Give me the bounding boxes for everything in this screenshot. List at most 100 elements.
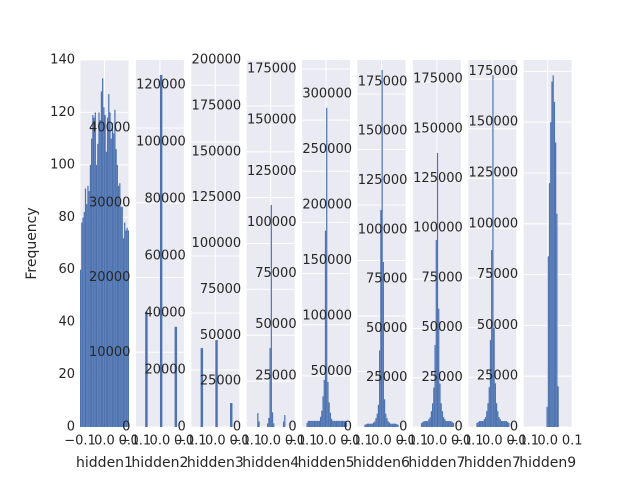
x-axis-label: hidden6 [353,455,410,471]
histogram-bar [364,424,366,427]
histogram-bar [432,403,434,427]
histogram-bar [124,222,126,427]
histogram-bar [438,308,440,427]
x-tick-label: 0.1 [174,434,195,449]
histogram-bar [317,420,319,427]
histogram-bar [390,423,392,427]
histogram-bar [257,413,259,427]
histogram-bar [200,348,204,427]
histogram-bar [307,420,309,427]
histogram-bar [424,421,426,427]
y-tick-label: 100000 [358,222,408,237]
histogram-bar [117,185,120,427]
y-tick-label: 80000 [144,192,185,207]
histogram-bar [446,421,448,427]
histogram-bar [86,204,88,427]
histogram-bar [478,421,481,427]
histogram-bar [495,403,498,427]
histogram-bar [392,423,394,427]
y-tick-label: 175000 [247,62,297,77]
histogram-bar [498,417,500,427]
histogram-bar [94,112,96,427]
y-tick-label: 175000 [469,64,519,79]
y-tick-label: 150000 [247,113,297,128]
histogram-bar [84,188,87,427]
histogram-bar [323,379,325,427]
histogram-bar [337,420,339,427]
histogram-bar [481,421,483,427]
x-tick-label: 0.1 [396,434,417,449]
histogram-bar [88,191,90,427]
histogram-bar [125,230,127,427]
y-tick-label: 0 [455,420,463,435]
y-tick-label: 150000 [192,144,242,159]
y-tick-label: 120000 [136,78,186,93]
x-axis-label: hidden7 [408,455,465,471]
histogram-bar [308,420,311,427]
histogram-bar [441,411,444,427]
y-tick-label: 125000 [247,164,297,179]
x-tick-label: −0.1 [397,434,429,449]
histogram-bar [321,410,323,427]
histogram-bar [119,183,121,427]
y-tick-label: 0 [510,420,518,435]
x-tick-label: −0.1 [286,434,318,449]
histogram-bar [312,420,314,427]
histogram-bar [310,420,312,427]
histogram-bar [428,419,430,427]
y-tick-label: 100000 [192,236,242,251]
histogram-bar [87,185,89,427]
histogram-bar [382,262,384,427]
histogram-bar [486,411,488,427]
histogram-bar [375,418,377,427]
histogram-bar [322,396,324,427]
y-tick-label: 60 [58,262,75,277]
histogram-bar [108,94,110,427]
histogram-bar [116,164,118,427]
histogram-bar [548,183,551,427]
x-tick-label: 0.1 [119,434,140,449]
y-tick-label: 30000 [89,195,130,210]
x-tick-label: 0.1 [229,434,250,449]
y-tick-label: 100000 [247,215,297,230]
histogram-bar [433,387,435,427]
y-tick-label: 175000 [192,98,242,113]
histogram-bar [97,143,99,427]
y-tick-label: 50000 [366,321,407,336]
histogram-bar [100,91,103,427]
y-tick-label: 75000 [477,267,518,282]
histogram-bar [370,423,372,427]
x-tick-label: −0.1 [341,434,373,449]
histogram-bar [443,417,445,427]
histogram-bar [93,117,95,428]
x-axis-label: hidden1 [76,455,133,471]
x-tick-label: 0.1 [285,434,306,449]
histogram-bar [445,421,447,427]
histogram-bar [555,142,557,427]
histogram-bar [230,403,233,427]
x-tick-label: 0.1 [451,434,472,449]
histogram-bar [396,424,398,427]
histogram-bar [423,421,425,427]
histogram-bar [145,311,148,427]
histogram-bar [440,403,442,427]
x-tick-label: 0.0 [371,434,392,449]
y-tick-label: 75000 [200,282,241,297]
histogram-bar [381,69,383,427]
histogram-bar [111,122,114,428]
x-tick-label: −0.1 [230,434,262,449]
histogram-bar [269,348,271,427]
y-tick-label: 150000 [413,121,463,136]
histogram-bar [109,112,111,427]
histogram-bar [344,420,346,427]
histogram-bar [110,138,112,427]
histogram-bar [493,327,495,427]
histogram-bar [104,115,106,428]
histogram-bar [430,411,432,427]
histogram-bar [332,420,334,427]
histogram-bar [435,240,437,427]
histogram-bar [92,115,94,428]
y-tick-label: 75000 [255,266,296,281]
y-tick-label: 0 [288,420,296,435]
histogram-bar [387,421,389,427]
